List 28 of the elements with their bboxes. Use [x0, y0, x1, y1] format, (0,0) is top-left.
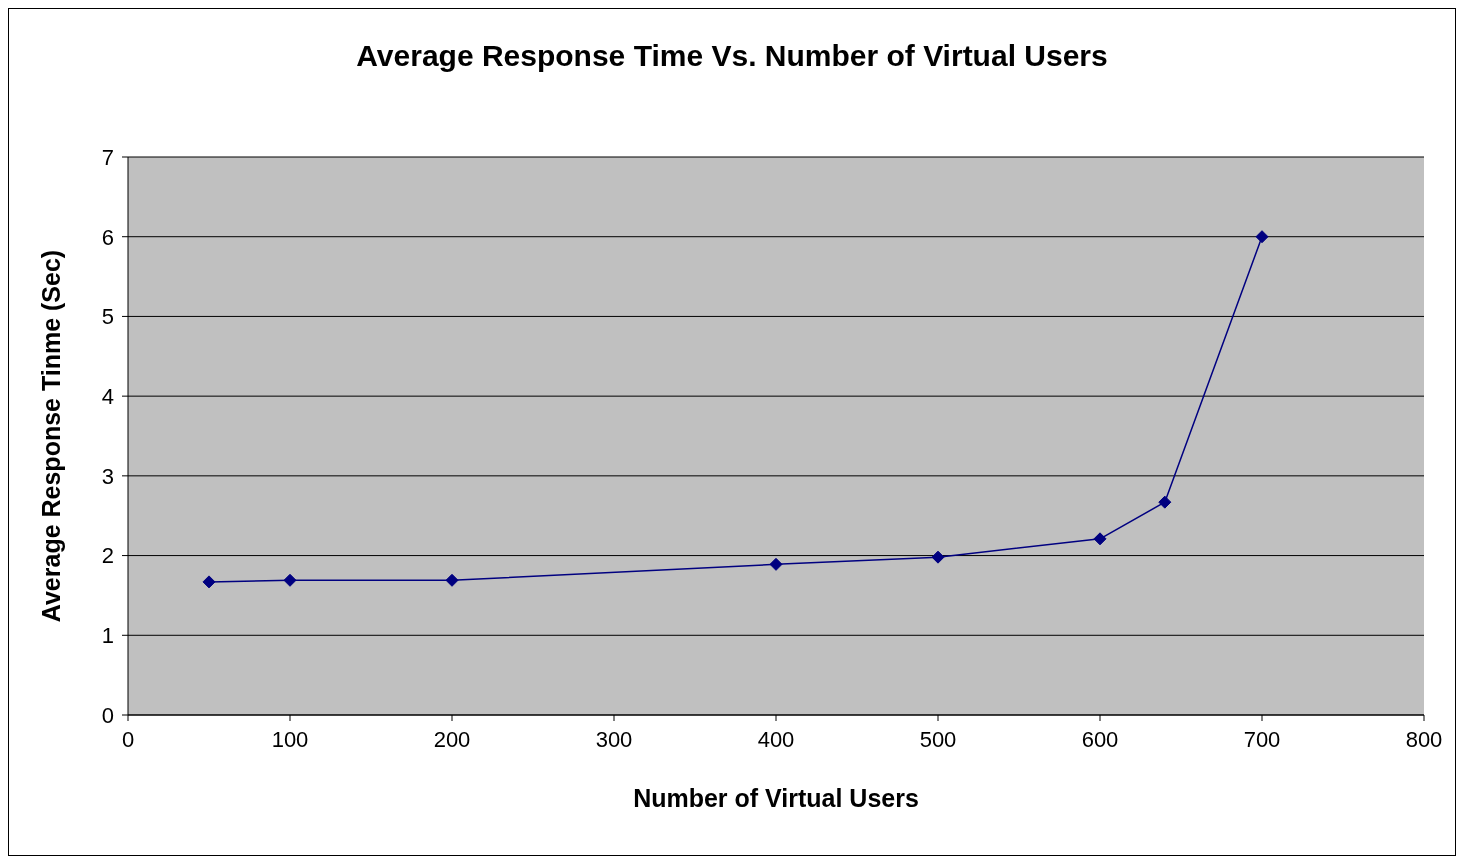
point: [202, 575, 216, 589]
point: [931, 550, 945, 564]
x-tick-label: 400: [757, 726, 795, 752]
x-tick-label: 500: [919, 726, 957, 752]
point: [445, 573, 459, 587]
y-tick-label: 1: [101, 623, 114, 649]
y-tick-label: 3: [101, 463, 114, 489]
y-tick-label: 5: [101, 304, 114, 330]
point: [283, 573, 297, 587]
point: [1255, 230, 1269, 244]
point: [1093, 532, 1107, 546]
y-tick-label: 2: [101, 543, 114, 569]
x-axis-title: Number of Virtual Users: [633, 784, 919, 812]
y-tick-label: 0: [101, 702, 114, 728]
y-tick-label: 4: [101, 383, 114, 409]
x-tick-label: 0: [121, 726, 135, 752]
x-tick-label: 100: [271, 726, 309, 752]
y-tick-label: 6: [101, 224, 114, 250]
x-tick-label: 200: [433, 726, 471, 752]
x-tick-label: 800: [1405, 726, 1443, 752]
x-tick-label: 700: [1243, 726, 1281, 752]
y-tick-label: 7: [101, 144, 114, 170]
point: [1158, 495, 1172, 509]
chart-title: Average Response Time Vs. Number of Virtual Users: [355, 39, 1109, 73]
point: [769, 557, 783, 571]
x-tick-label: 600: [1081, 726, 1119, 752]
x-tick-label: 300: [595, 726, 633, 752]
y-axis-title: Average Response Tinme (Sec): [37, 249, 65, 623]
